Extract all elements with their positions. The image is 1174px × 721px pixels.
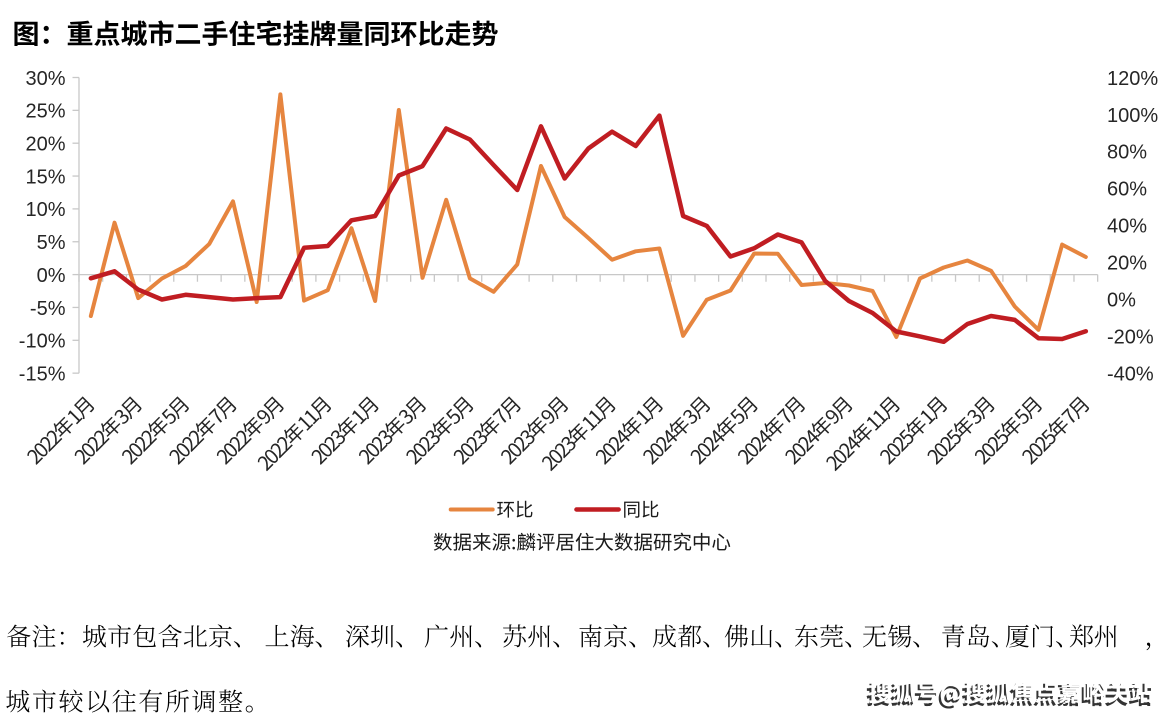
svg-text:20%: 20% (25, 134, 65, 156)
svg-text:0%: 0% (1107, 290, 1136, 312)
svg-text:60%: 60% (1107, 179, 1147, 201)
svg-text:0%: 0% (37, 265, 66, 287)
svg-text:120%: 120% (1107, 68, 1158, 90)
svg-text:-10%: -10% (19, 331, 66, 353)
svg-text:25%: 25% (25, 101, 65, 123)
svg-text:5%: 5% (37, 232, 66, 254)
svg-text:100%: 100% (1107, 105, 1158, 127)
svg-text:-40%: -40% (1107, 363, 1154, 385)
svg-text:40%: 40% (1107, 216, 1147, 238)
svg-text:-5%: -5% (30, 298, 66, 320)
svg-text:80%: 80% (1107, 142, 1147, 164)
svg-text:15%: 15% (25, 166, 65, 188)
svg-text:20%: 20% (1107, 253, 1147, 275)
svg-text:30%: 30% (25, 68, 65, 90)
svg-text:10%: 10% (25, 199, 65, 221)
svg-text:-15%: -15% (19, 363, 66, 385)
svg-text:-20%: -20% (1107, 326, 1154, 348)
